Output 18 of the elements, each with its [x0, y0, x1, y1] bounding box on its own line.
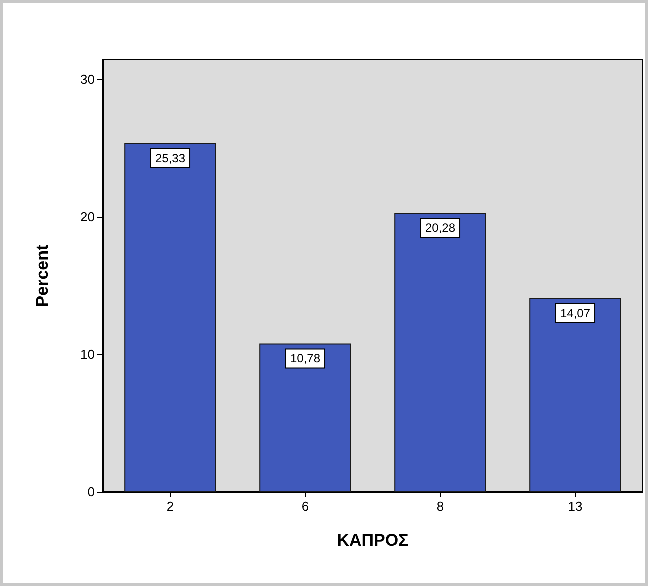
- data-label: 10,78: [290, 352, 321, 366]
- y-tick-label: 20: [80, 209, 95, 224]
- x-tick-label: 13: [568, 499, 583, 514]
- x-tick-label: 2: [166, 499, 174, 514]
- y-tick-label: 0: [88, 484, 95, 500]
- x-axis-title: ΚΑΠΡΟΣ: [337, 531, 409, 550]
- data-label: 14,07: [560, 306, 591, 320]
- bar: [394, 212, 486, 492]
- bar: [530, 298, 622, 492]
- bar: [124, 144, 216, 492]
- data-label: 20,28: [425, 220, 456, 235]
- x-tick-label: 8: [436, 499, 444, 514]
- y-axis-title: Percent: [33, 244, 52, 308]
- y-tick-label: 30: [80, 72, 95, 87]
- data-label: 25,33: [155, 152, 186, 166]
- y-tick-label: 10: [80, 346, 95, 362]
- bar: [260, 344, 352, 492]
- x-tick-label: 6: [302, 499, 310, 514]
